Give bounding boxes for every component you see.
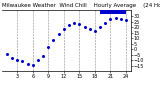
FancyBboxPatch shape: [100, 10, 126, 14]
Text: Milwaukee Weather  Wind Chill    Hourly Average    (24 Hours): Milwaukee Weather Wind Chill Hourly Aver…: [2, 3, 160, 8]
